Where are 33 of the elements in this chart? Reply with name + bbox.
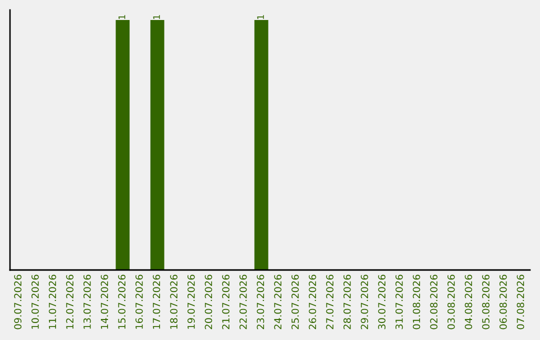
x-tick-label: 06.08.2026 [499, 274, 507, 330]
x-tick-label: 14.07.2026 [100, 274, 108, 329]
x-tick-label: 17.07.2026 [152, 274, 160, 329]
data-label: 1 [118, 15, 126, 20]
x-tick-label: 01.08.2026 [412, 274, 420, 330]
x-tick-label: 26.07.2026 [308, 274, 316, 330]
x-tick-label: 18.07.2026 [170, 274, 178, 329]
x-tick-label: 24.07.2026 [274, 274, 282, 330]
x-tick-label: 19.07.2026 [187, 274, 195, 329]
x-tick-label: 02.08.2026 [430, 274, 438, 330]
x-tick-label: 05.08.2026 [482, 274, 490, 330]
data-label: 1 [257, 15, 264, 20]
x-tick-label: 13.07.2026 [83, 274, 91, 329]
x-tick-label: 12.07.2026 [66, 274, 74, 329]
x-tick-label: 25.07.2026 [291, 274, 299, 330]
x-tick-label: 21.07.2026 [222, 274, 230, 330]
x-tick-label: 31.07.2026 [395, 274, 403, 330]
x-tick-label: 22.07.2026 [239, 274, 247, 330]
x-tick-label: 27.07.2026 [326, 274, 334, 330]
x-tick-label: 09.07.2026 [14, 274, 22, 330]
x-tick-label: 29.07.2026 [360, 274, 368, 330]
x-tick-label: 07.08.2026 [516, 274, 524, 330]
x-tick-label: 16.07.2026 [135, 274, 143, 329]
data-label: 1 [153, 15, 160, 20]
x-tick-label: 10.07.2026 [31, 274, 39, 329]
x-tick-label: 23.07.2026 [256, 274, 264, 330]
x-tick-label: 03.08.2026 [447, 274, 455, 330]
x-tick-label: 15.07.2026 [118, 274, 126, 329]
x-tick-label: 11.07.2026 [48, 274, 56, 329]
x-tick-label: 30.07.2026 [378, 274, 386, 330]
x-tick-label: 28.07.2026 [343, 274, 351, 330]
x-tick-label: 04.08.2026 [464, 274, 472, 330]
x-tick-label: 20.07.2026 [204, 274, 212, 330]
